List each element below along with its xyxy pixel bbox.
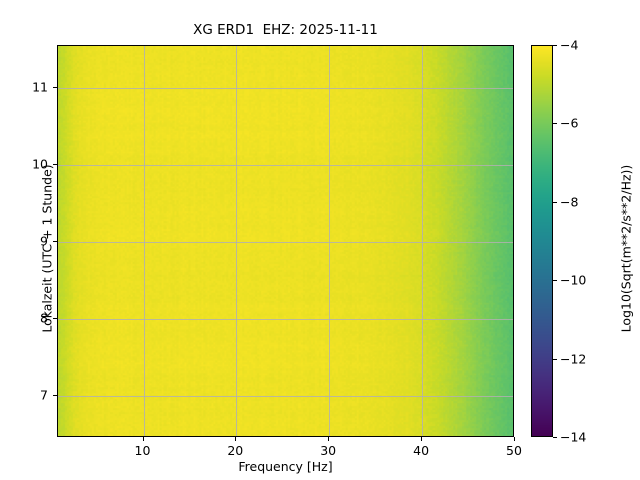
colorbar-tick-label-3: −10 bbox=[560, 272, 587, 288]
colorbar-tick-label-0: −4 bbox=[560, 37, 579, 53]
x-tick-label-20: 20 bbox=[227, 443, 244, 458]
x-tick-label-30: 30 bbox=[320, 443, 337, 458]
y-tick-label-8: 8 bbox=[40, 310, 48, 326]
colorbar-tick-label-2: −8 bbox=[560, 194, 579, 210]
colorbar-tick-mark-3 bbox=[553, 280, 557, 282]
x-tick-mark-50 bbox=[514, 437, 515, 441]
y-tick-mark-9 bbox=[53, 241, 57, 242]
chart-title: XG ERD1 EHZ: 2025-11-11 bbox=[193, 22, 378, 38]
spectrogram-image bbox=[58, 46, 513, 436]
colorbar-label: Log10(Sqrt(m**2/s**2/Hz)) bbox=[618, 164, 634, 333]
y-axis-label: Lokalzeit (UTC + 1 Stunde) bbox=[39, 164, 55, 333]
y-tick-mark-7 bbox=[53, 394, 57, 396]
y-tick-mark-10 bbox=[53, 164, 57, 166]
colorbar-tick-mark-4 bbox=[553, 358, 557, 360]
colorbar-tick-mark-5 bbox=[553, 437, 557, 438]
y-tick-label-10: 10 bbox=[32, 156, 48, 172]
x-tick-mark-40 bbox=[421, 437, 423, 441]
spectrogram-plot-area[interactable] bbox=[57, 45, 514, 437]
y-tick-label-11: 11 bbox=[32, 79, 48, 95]
colorbar-tick-mark-2 bbox=[553, 201, 557, 203]
x-tick-mark-20 bbox=[235, 437, 237, 441]
y-tick-mark-8 bbox=[53, 317, 57, 319]
x-tick-label-50: 50 bbox=[506, 443, 522, 458]
colorbar-tick-mark-0 bbox=[553, 45, 557, 46]
x-tick-mark-30 bbox=[328, 437, 330, 441]
x-tick-label-10: 10 bbox=[134, 443, 151, 458]
colorbar[interactable] bbox=[531, 45, 553, 437]
y-tick-label-7: 7 bbox=[40, 387, 48, 403]
colorbar-tick-label-1: −6 bbox=[560, 115, 579, 131]
y-tick-mark-11 bbox=[53, 87, 57, 89]
x-tick-label-40: 40 bbox=[413, 443, 430, 458]
colorbar-tick-mark-1 bbox=[553, 123, 557, 125]
x-axis-label: Frequency [Hz] bbox=[238, 459, 333, 474]
colorbar-tick-label-5: −14 bbox=[560, 429, 587, 445]
colorbar-gradient bbox=[532, 46, 552, 436]
colorbar-tick-label-4: −12 bbox=[560, 351, 587, 367]
x-tick-mark-10 bbox=[142, 437, 144, 441]
y-tick-label-9: 9 bbox=[40, 233, 48, 249]
